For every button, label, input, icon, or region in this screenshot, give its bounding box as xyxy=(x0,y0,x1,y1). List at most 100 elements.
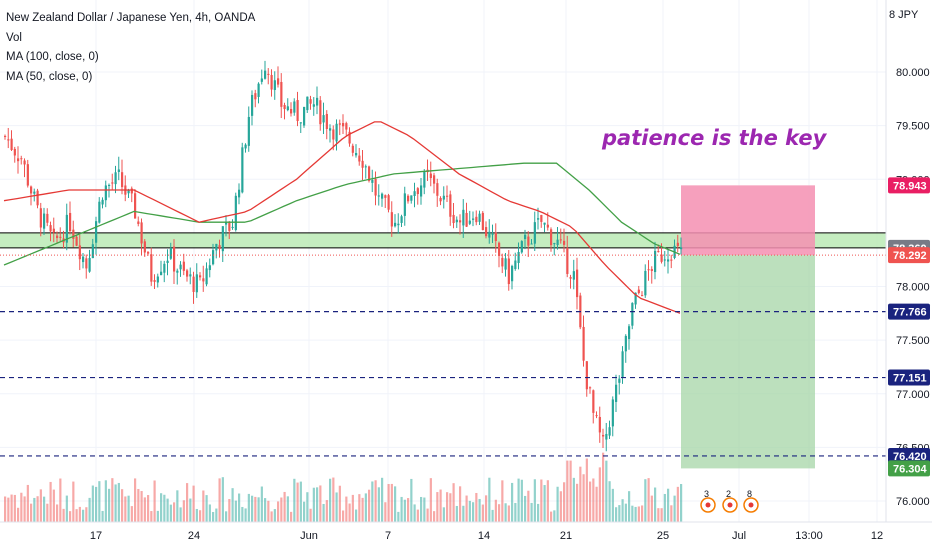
candle-body xyxy=(325,113,328,129)
price-tick-label: 79.500 xyxy=(896,121,930,133)
volume-bar xyxy=(215,508,218,522)
price-tag-bg xyxy=(888,303,930,320)
candle-body xyxy=(530,243,533,245)
volume-bar xyxy=(501,480,504,522)
resistance-zone xyxy=(0,232,886,248)
volume-bar xyxy=(7,497,10,522)
candle-body xyxy=(316,97,319,106)
volume-bar xyxy=(634,506,637,522)
candle-body xyxy=(59,236,62,238)
candle-body xyxy=(361,160,364,168)
volume-bar xyxy=(134,478,137,522)
candle-body xyxy=(511,265,514,282)
candle-body xyxy=(108,185,111,187)
candle-body xyxy=(88,257,91,272)
candle-body xyxy=(475,216,478,223)
candle-body xyxy=(296,100,299,122)
candle-body xyxy=(218,245,221,250)
volume-bar xyxy=(475,492,478,522)
candle-body xyxy=(39,208,42,228)
currency-label[interactable]: 8 JPY xyxy=(889,9,919,21)
volume-bar xyxy=(517,478,520,522)
volume-bar xyxy=(361,497,364,522)
volume-bar xyxy=(644,479,647,522)
volume-bar xyxy=(52,489,55,522)
annotation-text[interactable]: patience is the key xyxy=(602,126,827,150)
candle-body xyxy=(260,78,263,82)
legend-ma100[interactable]: MA (100, close, 0) xyxy=(6,51,99,63)
candle-body xyxy=(238,189,241,198)
candle-body xyxy=(602,434,605,437)
price-axis[interactable]: 80.00079.50079.00078.00077.50077.00076.5… xyxy=(885,0,930,522)
candle-body xyxy=(637,289,640,294)
candle-body xyxy=(468,220,471,224)
price-tag-bg xyxy=(888,247,930,264)
volume-bar xyxy=(173,502,176,522)
candle-body xyxy=(286,106,289,111)
candle-body xyxy=(481,212,484,231)
volume-bar xyxy=(582,474,585,522)
volume-bar xyxy=(537,503,540,522)
volume-bar xyxy=(345,496,348,522)
volume-bar xyxy=(195,508,198,522)
candle-body xyxy=(228,221,231,231)
volume-bar xyxy=(413,504,416,522)
volume-bar xyxy=(234,500,237,522)
legend-ma50[interactable]: MA (50, close, 0) xyxy=(6,70,93,83)
volume-bar xyxy=(608,481,611,522)
volume-bar xyxy=(504,503,507,522)
take-profit-zone xyxy=(681,255,815,469)
candle-body xyxy=(309,99,312,104)
candle-body xyxy=(446,195,449,197)
volume-bar xyxy=(277,501,280,522)
price-tag-value: 78.292 xyxy=(893,250,927,262)
event-marker: 8 xyxy=(743,489,759,513)
candle-body xyxy=(156,276,159,283)
candle-body xyxy=(23,160,26,165)
volume-bar xyxy=(663,493,666,522)
volume-bar xyxy=(670,505,673,522)
volume-bar xyxy=(212,511,215,522)
volume-bar xyxy=(433,511,436,522)
candle-body xyxy=(576,269,579,298)
candle-body xyxy=(501,257,504,267)
volume-bar xyxy=(296,482,299,522)
candle-body xyxy=(150,254,153,282)
price-tick-label: 76.000 xyxy=(896,496,930,508)
candle-body xyxy=(13,148,16,156)
candle-body xyxy=(624,335,627,352)
time-tick-label: Jul xyxy=(732,530,746,542)
candle-body xyxy=(403,193,406,216)
volume-bar xyxy=(377,487,380,522)
volume-bar xyxy=(520,479,523,522)
volume-bar xyxy=(533,479,536,522)
candle-body xyxy=(644,270,647,296)
time-axis[interactable]: 17 24 Jun 7 14 21 25 Jul 13:00 12 xyxy=(0,521,932,542)
volume-bar xyxy=(254,496,257,522)
volume-bar xyxy=(407,498,410,522)
candle-body xyxy=(322,115,325,123)
candle-body xyxy=(195,274,198,293)
event-dot xyxy=(727,502,733,508)
legend-vol[interactable]: Vol xyxy=(6,31,22,44)
candle-body xyxy=(52,228,55,233)
candle-body xyxy=(377,195,380,197)
volume-bar xyxy=(550,511,553,522)
price-tag: 77.151 xyxy=(888,369,930,386)
candle-body xyxy=(163,263,166,273)
volume-bar xyxy=(335,492,338,522)
event-markers[interactable]: 3 2 8 xyxy=(700,489,759,513)
candle-body xyxy=(312,104,315,107)
candle-body xyxy=(543,222,546,225)
candle-body xyxy=(533,222,536,244)
volume-bar xyxy=(95,486,98,522)
volume-bar xyxy=(124,496,127,522)
legend-title[interactable]: New Zealand Dollar / Japanese Yen, 4h, O… xyxy=(6,12,256,24)
candle-body xyxy=(36,190,39,206)
volume-bar xyxy=(127,495,130,522)
candle-body xyxy=(202,278,205,282)
candle-body xyxy=(254,93,257,100)
volume-bar xyxy=(611,488,614,522)
volume-bar xyxy=(231,488,234,522)
